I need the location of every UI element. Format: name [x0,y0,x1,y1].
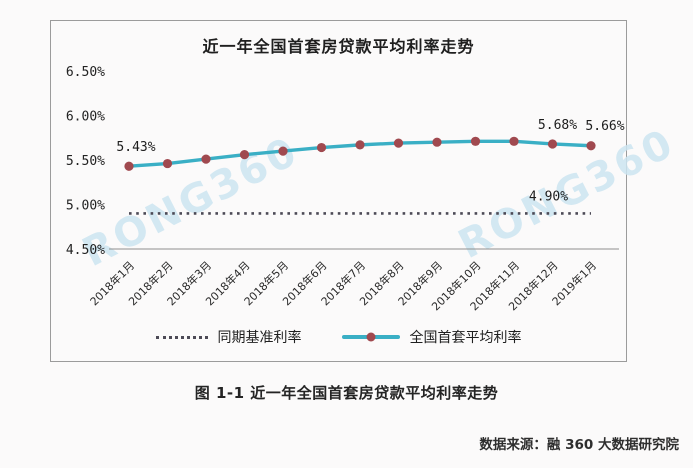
figure-caption: 图 1-1 近一年全国首套房贷款平均利率走势 [194,384,499,402]
line-marker-swatch-icon [341,332,400,342]
data-point-marker [547,139,558,149]
chart-area: RONG360 RONG360 6.50% 6.00% 5.50% 5.00% 4.50… [50,20,682,362]
y-axis-tick-label: 4.50% [66,243,105,258]
data-source: 数据来源：融 360 大数据研究院 [479,437,679,453]
data-point-marker [278,146,288,156]
data-point-marker [316,142,327,153]
marker-dot-icon [366,332,375,342]
legend-label-baseline: 同期基准利率 [217,330,302,346]
data-point-label: 5.68% [538,118,577,133]
data-point-marker [355,140,365,150]
chart-title: 近一年全国首套房贷款平均利率走势 [202,37,475,56]
data-point-label: 5.66% [585,119,624,134]
legend: 同期基准利率 全国首套平均利率 [51,327,626,347]
dotted-line-swatch-icon [155,335,208,339]
data-point-marker [509,136,519,146]
legend-item-average: 全国首套平均利率 [341,327,522,347]
data-point-label: 4.90% [529,189,568,204]
y-axis-tick-label: 6.50% [66,65,105,80]
data-point-marker [470,136,481,146]
data-point-marker [586,141,596,151]
legend-item-baseline: 同期基准利率 [155,327,302,347]
data-point-marker [162,158,173,169]
data-point-marker [124,161,134,171]
data-point-marker [393,138,404,148]
data-point-label: 5.43% [116,140,155,155]
y-axis-tick-label: 6.00% [66,110,105,125]
data-point-marker [432,137,442,147]
data-point-marker [239,150,250,160]
legend-label-average: 全国首套平均利率 [409,330,522,346]
y-axis-tick-label: 5.00% [66,199,105,214]
y-axis-tick-label: 5.50% [66,154,105,169]
plot-svg: 6.50%6.00%5.50%5.00%4.50%2018年1月2018年2月2… [66,65,625,313]
data-point-marker [201,154,211,164]
